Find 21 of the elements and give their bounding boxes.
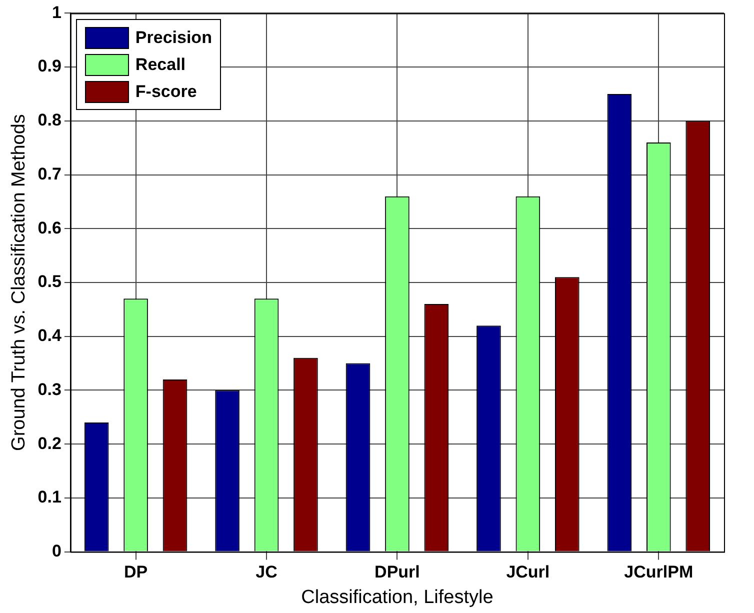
legend-label: Precision — [135, 28, 212, 48]
x-tick-label: JC — [256, 562, 278, 582]
y-tick-label: 0.9 — [38, 56, 62, 76]
y-tick-label: 1 — [52, 2, 62, 22]
y-tick-label: 0.6 — [38, 218, 62, 238]
y-tick-label: 0.3 — [38, 380, 62, 399]
legend-label: Recall — [135, 54, 186, 75]
y-tick-label: 0.2 — [38, 434, 62, 453]
y-tick-label: 0.8 — [38, 110, 62, 130]
y-tick-label: 0.1 — [38, 488, 62, 507]
y-tick-label: 0.4 — [38, 326, 62, 346]
x-tick-label: DPurl — [374, 562, 420, 582]
y-axis-title: Ground Truth vs. Classification Methods — [8, 114, 30, 451]
x-tick-label: DP — [124, 562, 148, 582]
x-axis-title: Classification, Lifestyle — [301, 586, 494, 608]
y-tick-label: 0.5 — [38, 272, 62, 292]
legend-label: F-score — [135, 82, 197, 102]
x-tick-label: JCurl — [506, 562, 550, 582]
y-tick-label: 0 — [52, 541, 62, 560]
y-tick-label: 0.7 — [38, 164, 62, 184]
x-tick-label: JCurlPM — [624, 562, 694, 582]
